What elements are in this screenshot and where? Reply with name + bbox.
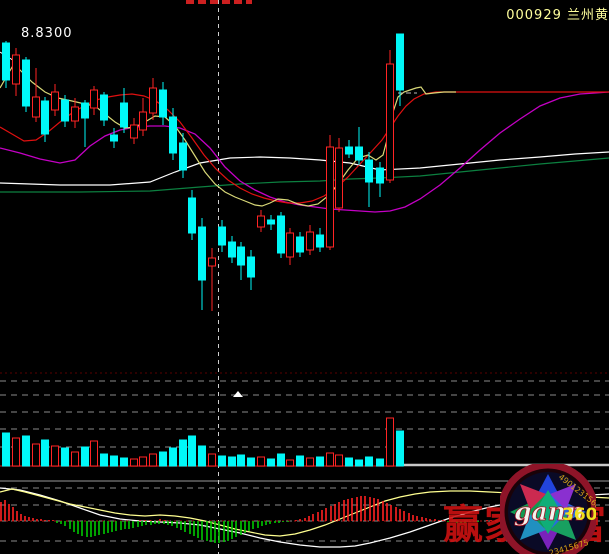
candle-up [139,111,147,131]
triangle-marker-icon [233,391,243,397]
volume-bar [169,447,177,467]
candle-down [247,256,255,278]
macd-dif-line [0,488,609,537]
volume-bars [2,417,404,467]
candle-down [120,102,128,128]
candle-up [306,231,314,251]
candle-down [396,33,404,91]
candle-up [326,146,334,248]
candle-down [355,146,363,161]
candle-up [90,89,98,109]
volume-bar [257,456,265,467]
candle-down [228,241,236,258]
ticker-symbol-label: 000929 兰州黄 [506,8,609,23]
candle-down [218,226,226,246]
volume-bar [51,445,59,467]
candle-down [296,236,304,253]
volume-bar [198,445,206,467]
candle-down [198,226,206,281]
volume-bar [277,453,285,467]
volume-bar [237,454,245,467]
volume-bar [110,455,118,467]
candle-down [345,146,353,155]
volume-bar [355,459,363,467]
volume-bar [149,453,157,467]
volume-bar [130,458,138,467]
volume-bar [296,455,304,467]
candle-down [61,99,69,122]
volume-bar [41,439,49,467]
volume-bar [376,458,384,467]
volume-bar [345,457,353,467]
candle-up [51,91,59,111]
candle-down [41,100,49,135]
volume-bar [286,459,294,467]
ma-line-magenta [0,91,609,213]
volume-bar [179,439,187,467]
candle-down [277,215,285,254]
candle-up [386,63,394,181]
logo-star-icon [510,474,586,550]
volume-bar [365,456,373,467]
volume-bar [228,456,236,467]
volume-bar [208,453,216,467]
candle-up [149,87,157,114]
volume-bar [335,454,343,467]
volume-bar [306,457,314,467]
gann360-logo: gann 360 4901231568 23415675 [497,461,602,554]
volume-bar [100,453,108,467]
ma-line-white [0,151,609,186]
candle-up [71,106,79,122]
candle-down [169,116,177,154]
candle-up [335,147,343,209]
candle-down [22,59,30,107]
candle-down [100,94,108,121]
volume-bar [81,446,89,467]
candle-down [237,246,245,266]
candle-up [208,257,216,267]
macd-histogram [0,496,501,543]
volume-bar [396,430,404,467]
volume-bar [316,456,324,467]
candle-down [365,159,373,183]
volume-bar [12,437,20,467]
volume-bar [159,451,167,467]
volume-bar [32,443,40,467]
candle-up [286,232,294,258]
volume-bar [247,457,255,467]
candle-down [2,42,10,81]
volume-bar [267,458,275,467]
volume-bar [120,457,128,467]
candle-down [188,197,196,234]
price-annotation: 8.8300 [21,26,73,41]
candle-down [179,142,187,171]
candle-up [257,215,265,228]
candlesticks [2,33,404,311]
volume-bar [326,452,334,467]
ma-line-green [0,157,609,193]
volume-bar [2,432,10,467]
logo-360-text: 360 [562,505,596,525]
volume-bar [71,451,79,467]
volume-bar [188,435,196,467]
candle-down [81,102,89,119]
candle-down [316,234,324,248]
volume-bar [139,456,147,467]
volume-bar [90,440,98,467]
volume-bar [218,455,226,467]
volume-bar [61,447,69,467]
volume-bar [386,417,394,467]
candle-up [32,96,40,118]
candle-up [130,124,138,139]
candle-down [110,134,118,142]
volume-bar [22,435,30,467]
candle-down [376,167,384,184]
candle-down [159,89,167,118]
candle-up [12,54,20,85]
logo-gann-text: gann [514,497,584,526]
ma-line-red [0,91,609,204]
candle-down [267,219,275,225]
